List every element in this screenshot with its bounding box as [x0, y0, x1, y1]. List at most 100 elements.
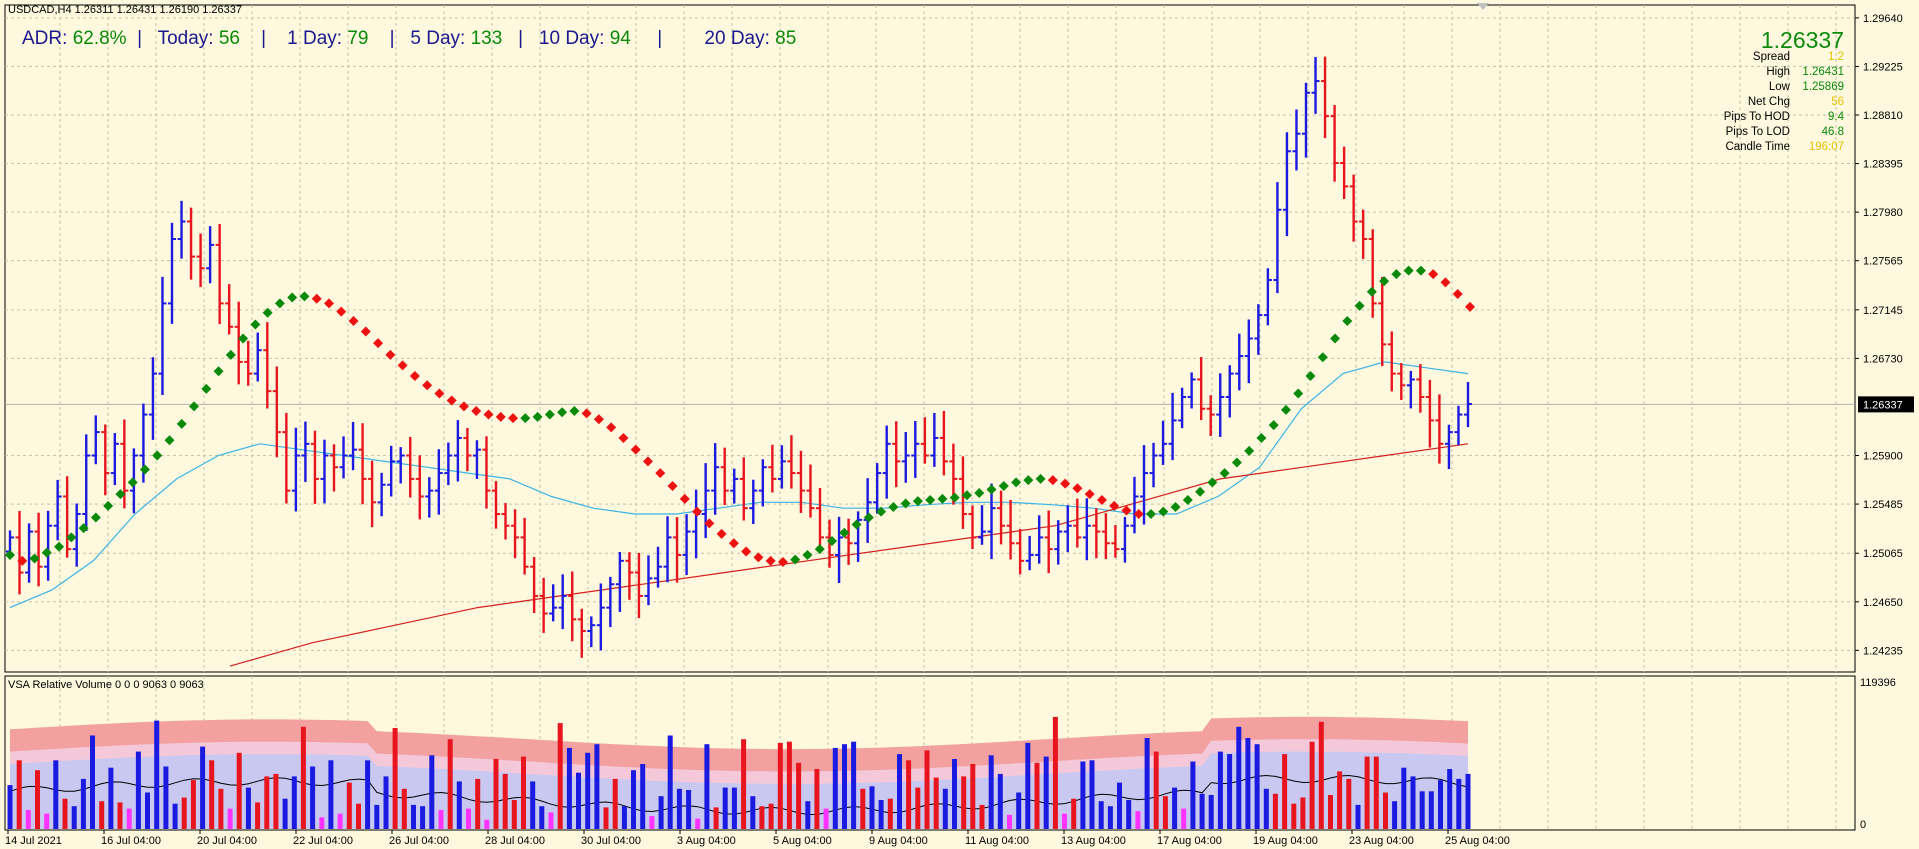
signal-dot	[1317, 352, 1328, 363]
ohlc-bar	[63, 476, 72, 558]
volume-bar	[273, 773, 279, 829]
separator: |	[636, 28, 700, 49]
volume-bar	[1190, 761, 1196, 829]
ohlc-bar	[1111, 525, 1120, 558]
ohlc-bar	[1263, 268, 1272, 326]
signal-dot	[1195, 486, 1206, 497]
volume-bar	[337, 813, 343, 829]
volume-bar	[1227, 754, 1233, 829]
info-row: Pips To HOD 9.4	[1660, 110, 1844, 125]
signal-dot	[90, 512, 101, 523]
ohlc-bar	[482, 436, 491, 509]
volume-bar	[245, 787, 251, 829]
signal-dot	[1035, 473, 1046, 484]
ohlc-bar	[320, 439, 329, 504]
time-tick-label: 3 Aug 04:00	[677, 835, 736, 847]
signal-dot	[1084, 489, 1095, 500]
volume-bar	[502, 773, 508, 829]
volume-bar	[621, 806, 627, 829]
signal-dot	[103, 500, 114, 511]
signal-dot	[1342, 315, 1353, 326]
volume-bar	[7, 785, 13, 829]
volume-bar	[53, 760, 59, 829]
volume-bar	[1364, 756, 1370, 829]
ma-fast-line	[9, 361, 1469, 609]
volume-tick-label: 119396	[1860, 677, 1896, 689]
ohlc-bar	[1273, 182, 1282, 294]
volume-bar	[1401, 767, 1407, 829]
signal-dot	[1280, 404, 1291, 415]
volume-bar	[832, 747, 838, 829]
time-tick-label: 13 Aug 04:00	[1061, 835, 1126, 847]
signal-dot	[1170, 502, 1181, 513]
today-value: 56	[218, 28, 240, 49]
ohlc-bar	[711, 443, 720, 515]
adr-label: ADR:	[22, 28, 68, 49]
ohlc-bar	[272, 366, 281, 458]
volume-bar	[90, 735, 95, 829]
volume-bar	[649, 816, 655, 829]
ohlc-bar	[1016, 529, 1025, 575]
volume-bar	[603, 807, 609, 829]
volume-bar	[897, 754, 902, 829]
ohlc-bar	[511, 509, 520, 559]
signal-dot	[152, 450, 163, 461]
ohlc-bar	[244, 340, 253, 386]
ohlc-bar	[110, 433, 119, 486]
ohlc-bar	[187, 207, 196, 280]
volume-bar	[456, 781, 462, 829]
volume-bar	[117, 802, 123, 829]
volume-bar	[62, 798, 68, 829]
ohlc-bar	[1168, 392, 1177, 461]
signal-dot	[679, 493, 690, 504]
volume-bar	[401, 788, 407, 829]
signal-dot	[127, 477, 138, 488]
signal-dot	[225, 349, 236, 360]
ohlc-bar	[1035, 515, 1044, 564]
ohlc-bar	[549, 584, 558, 622]
ohlc-bar	[892, 421, 901, 488]
info-value: 1.25869	[1802, 81, 1844, 93]
volume-indicator-label: VSA Relative Volume 0 0 0 9063 0 9063	[8, 679, 204, 691]
volume-bar	[1089, 760, 1095, 829]
ohlc-bar	[1321, 56, 1330, 139]
volume-bar	[869, 786, 875, 829]
ohlc-bar	[215, 223, 224, 325]
volume-bar	[1199, 793, 1205, 829]
ohlc-bar	[520, 517, 529, 575]
time-tick-label: 14 Jul 2021	[5, 835, 62, 847]
signal-dot	[5, 549, 15, 560]
ohlc-bar	[72, 503, 81, 567]
price-tick-label: 1.29225	[1863, 61, 1903, 73]
signal-dot	[422, 380, 433, 391]
volume-bar	[1098, 801, 1104, 829]
volume-bar	[1162, 796, 1168, 829]
d10-value: 94	[609, 28, 631, 49]
ohlc-bar	[749, 479, 758, 525]
signal-dot	[532, 411, 543, 422]
signal-dot	[949, 492, 960, 503]
ohlc-bar	[1006, 499, 1015, 560]
volume-bar	[1217, 751, 1223, 829]
signal-dot	[900, 498, 911, 509]
volume-bar	[44, 813, 50, 829]
volume-bar	[1300, 797, 1306, 829]
volume-bar	[1107, 806, 1113, 829]
ohlc-bar	[1178, 387, 1187, 429]
signal-dot	[311, 293, 322, 304]
signal-dot	[1379, 276, 1390, 287]
d20-value: 85	[775, 28, 797, 49]
ohlc-bar	[263, 322, 272, 409]
signal-dot	[667, 480, 678, 491]
price-tick-label: 1.28395	[1863, 159, 1903, 171]
today-label: Today:	[157, 28, 214, 49]
ohlc-bar	[377, 472, 386, 517]
volume-bar	[383, 776, 389, 829]
separator: |	[131, 28, 153, 49]
volume-bar	[145, 792, 150, 829]
ohlc-bar	[654, 546, 662, 588]
signal-dot	[360, 326, 371, 337]
signal-dot	[630, 444, 641, 455]
time-tick-label: 30 Jul 04:00	[581, 835, 641, 847]
